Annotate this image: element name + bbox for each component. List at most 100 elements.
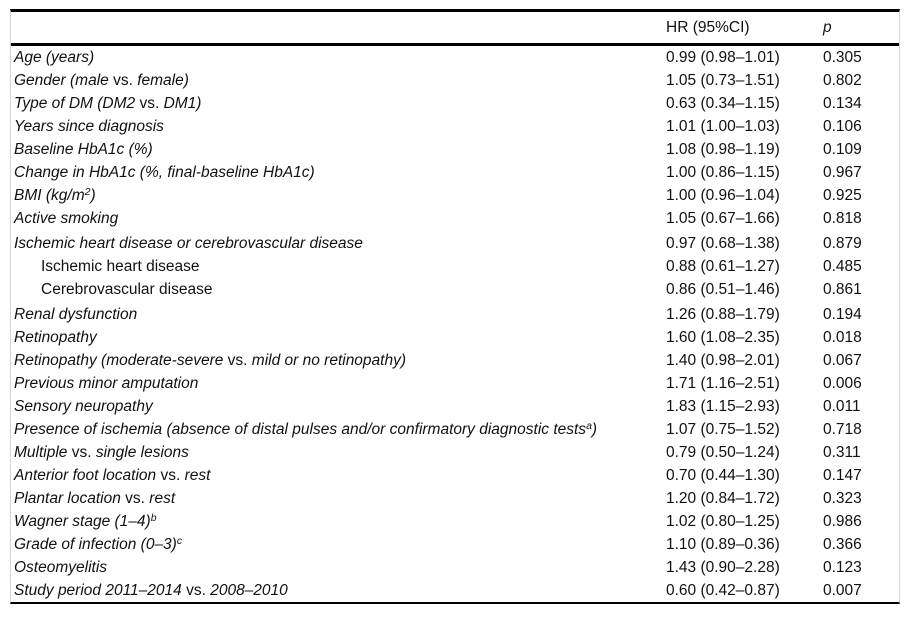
- table-row: Ischemic heart disease or cerebrovascula…: [11, 232, 899, 255]
- variable-text-segment: mild or no retinopathy): [251, 351, 407, 369]
- hr-value-cell: 0.70 (0.44–1.30): [666, 466, 780, 484]
- variable-text-segment: vs.: [71, 443, 96, 461]
- p-value-cell: 0.925: [823, 186, 862, 204]
- table-row: BMI (kg/m2) 1.00 (0.96–1.04) 0.925: [11, 184, 899, 207]
- variable-text-segment: Active smoking: [14, 209, 119, 227]
- table-row: Active smoking 1.05 (0.67–1.66) 0.818: [11, 207, 899, 230]
- variable-text-segment: Retinopathy (moderate-severe: [14, 351, 228, 369]
- variable-text-segment: rest: [184, 466, 211, 484]
- variable-text-segment: vs.: [125, 489, 150, 507]
- hr-value-cell: 0.86 (0.51–1.46): [666, 280, 780, 298]
- hr-value-cell: 0.97 (0.68–1.38): [666, 234, 780, 252]
- table-row: Type of DM (DM2 vs. DM1) 0.63 (0.34–1.15)…: [11, 92, 899, 115]
- table-row: Previous minor amputation 1.71 (1.16–2.51…: [11, 372, 899, 395]
- hr-value-cell: 1.07 (0.75–1.52): [666, 420, 780, 438]
- p-value-cell: 0.311: [823, 443, 861, 461]
- hr-value-cell: 1.00 (0.96–1.04): [666, 186, 780, 204]
- hr-value-cell: 1.43 (0.90–2.28): [666, 558, 780, 576]
- variable-cell: Presence of ischemia (absence of distal …: [11, 420, 666, 439]
- variable-text-segment: single lesions: [95, 443, 189, 461]
- variable-text-segment: Cerebrovascular disease: [41, 280, 213, 298]
- variable-text-segment: Ischemic heart disease or cerebrovascula…: [14, 234, 363, 252]
- hr-value-cell: 1.71 (1.16–2.51): [666, 374, 780, 392]
- variable-text-segment: DM1): [163, 94, 202, 112]
- variable-text-segment: Study period 2011–2014: [14, 581, 187, 599]
- p-value-cell: 0.366: [823, 535, 862, 553]
- p-value-cell: 0.305: [823, 48, 862, 66]
- table-row: Presence of ischemia (absence of distal …: [11, 418, 899, 441]
- hr-value-cell: 0.60 (0.42–0.87): [666, 581, 780, 599]
- variable-text-segment: Multiple: [14, 443, 72, 461]
- variable-cell: Previous minor amputation: [11, 375, 666, 393]
- p-value-cell: 0.485: [823, 257, 862, 275]
- p-value-cell: 0.818: [823, 209, 862, 227]
- variable-text-segment: vs.: [139, 94, 164, 112]
- variable-text-segment: female): [137, 71, 189, 89]
- table-row: Age (years) 0.99 (0.98–1.01) 0.305: [11, 46, 899, 69]
- variable-cell: Change in HbA1c (%, final-baseline HbA1c…: [11, 164, 666, 182]
- variable-text-segment: Change in HbA1c (%, final-baseline HbA1c…: [14, 163, 315, 181]
- variable-text-segment: b: [150, 512, 157, 524]
- variable-text-segment: Years since diagnosis: [14, 117, 164, 135]
- variable-text-segment: Presence of ischemia (absence of distal …: [14, 421, 587, 438]
- table-row: Anterior foot location vs. rest 0.70 (0.4…: [11, 464, 899, 487]
- variable-text-segment: rest: [149, 489, 176, 507]
- table-header-row: HR (95%CI) p: [11, 12, 899, 46]
- variable-text-segment: 2: [84, 186, 91, 198]
- table-row: Osteomyelitis 1.43 (0.90–2.28) 0.123: [11, 556, 899, 579]
- variable-text-segment: ): [90, 187, 96, 204]
- variable-text-segment: ): [591, 421, 598, 438]
- table-row: Retinopathy 1.60 (1.08–2.35) 0.018: [11, 326, 899, 349]
- hr-value-cell: 1.26 (0.88–1.79): [666, 305, 780, 323]
- table-row: Wagner stage (1–4)b 1.02 (0.80–1.25) 0.986: [11, 510, 899, 533]
- hr-value-cell: 0.99 (0.98–1.01): [666, 48, 780, 66]
- variable-cell: Gender (male vs. female): [11, 72, 666, 90]
- variable-cell: Years since diagnosis: [11, 118, 666, 136]
- hr-value-cell: 0.79 (0.50–1.24): [666, 443, 780, 461]
- variable-text-segment: Wagner stage (1–4): [14, 513, 151, 530]
- variable-text-segment: vs.: [113, 71, 138, 89]
- table-row: Years since diagnosis 1.01 (1.00–1.03) 0.1…: [11, 115, 899, 138]
- variable-text-segment: Retinopathy: [14, 328, 97, 346]
- hr-value-cell: 1.83 (1.15–2.93): [666, 397, 780, 415]
- variable-cell: Wagner stage (1–4)b: [11, 512, 666, 531]
- p-value-cell: 0.718: [823, 420, 862, 438]
- p-value-cell: 0.109: [823, 140, 862, 158]
- table-row: Study period 2011–2014 vs. 2008–2010 0.60…: [11, 579, 899, 602]
- hr-value-cell: 1.05 (0.73–1.51): [666, 71, 780, 89]
- table-row: Ischemic heart disease 0.88 (0.61–1.27) 0.…: [11, 255, 899, 278]
- variable-text-segment: Anterior foot location: [14, 466, 161, 484]
- variable-text-segment: a: [586, 420, 592, 432]
- table-body: Age (years) 0.99 (0.98–1.01) 0.305 Gender (…: [11, 46, 899, 602]
- variable-text-segment: Osteomyelitis: [14, 558, 108, 576]
- variable-text-segment: Baseline HbA1c (%): [14, 140, 153, 158]
- hr-value-cell: 1.08 (0.98–1.19): [666, 140, 780, 158]
- hr-value-cell: 0.88 (0.61–1.27): [666, 257, 780, 275]
- variable-cell: Multiple vs. single lesions: [11, 444, 666, 462]
- p-value-cell: 0.802: [823, 71, 862, 89]
- variable-text-segment: Sensory neuropathy: [14, 397, 153, 415]
- variable-text-segment: Renal dysfunction: [14, 305, 138, 323]
- hr-value-cell: 1.01 (1.00–1.03): [666, 117, 780, 135]
- p-value-cell: 0.986: [823, 512, 862, 530]
- variable-text-segment: Gender (male: [14, 71, 114, 89]
- p-value-cell: 0.067: [823, 351, 862, 369]
- variable-text-segment: Previous minor amputation: [14, 374, 199, 392]
- p-value-cell: 0.323: [823, 489, 862, 507]
- hr-value-cell: 1.40 (0.98–2.01): [666, 351, 780, 369]
- variable-cell: Retinopathy (moderate-severe vs. mild or…: [11, 352, 666, 370]
- p-value-cell: 0.007: [823, 581, 862, 599]
- p-value-cell: 0.967: [823, 163, 862, 181]
- variable-cell: Osteomyelitis: [11, 559, 666, 577]
- p-value-cell: 0.147: [823, 466, 862, 484]
- variable-cell: Study period 2011–2014 vs. 2008–2010: [11, 582, 666, 600]
- hr-value-cell: 1.05 (0.67–1.66): [666, 209, 780, 227]
- p-value-cell: 0.134: [823, 94, 862, 112]
- hazard-ratio-table: HR (95%CI) p Age (years) 0.99 (0.98–1.01)…: [10, 9, 900, 604]
- p-value-cell: 0.879: [823, 234, 862, 252]
- table-row: Baseline HbA1c (%) 1.08 (0.98–1.19) 0.109: [11, 138, 899, 161]
- table-row: Gender (male vs. female) 1.05 (0.73–1.51)…: [11, 69, 899, 92]
- table-row: Retinopathy (moderate-severe vs. mild or…: [11, 349, 899, 372]
- variable-cell: BMI (kg/m2): [11, 186, 666, 205]
- variable-text-segment: Plantar location: [14, 489, 126, 507]
